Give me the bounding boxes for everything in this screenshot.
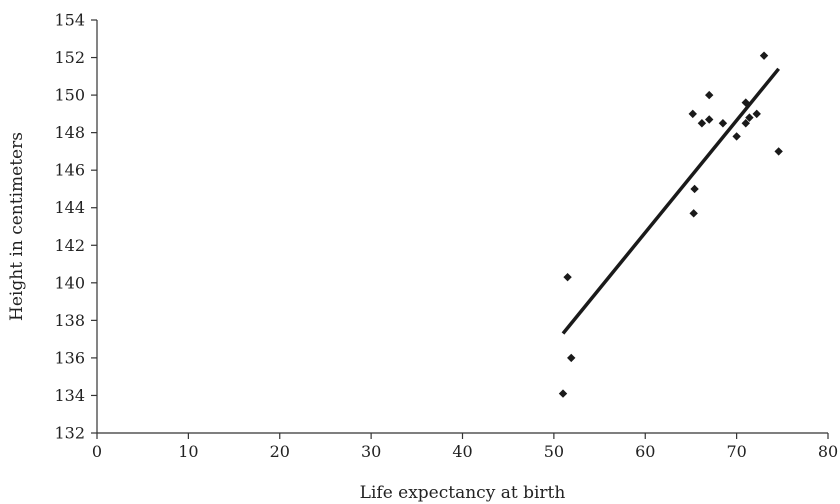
y-tick-label: 134 [54,386,85,405]
y-tick-label: 144 [54,198,85,217]
data-points [558,51,783,398]
y-tick-label: 132 [54,424,85,443]
y-tick-label: 136 [54,348,85,367]
data-point [705,90,714,100]
data-point [705,115,714,124]
x-axis: 0 10 20 30 40 50 60 70 80 [92,432,838,461]
data-point [718,119,728,128]
y-tick-label: 142 [54,236,85,255]
x-tick-label: 30 [361,442,381,461]
y-tick-label: 148 [54,123,85,142]
data-point [745,113,754,122]
data-point [563,272,572,282]
x-tick-label: 80 [818,442,838,461]
y-tick-label: 146 [54,161,85,180]
data-point [752,109,761,119]
x-tick-label: 10 [178,442,198,461]
x-tick-label: 50 [544,442,564,461]
data-point [732,132,741,141]
data-point [690,184,699,194]
x-tick-label: 70 [726,442,746,461]
trend-line [561,67,781,335]
y-tick-label: 138 [54,311,85,330]
y-tick-label: 150 [54,86,85,105]
x-tick-label: 0 [92,442,102,461]
y-axis-title: Height in centimeters [7,132,27,321]
y-tick-label: 140 [54,273,85,292]
x-axis-title: Life expectancy at birth [360,483,566,503]
x-tick-label: 40 [452,442,472,461]
data-point [774,147,783,156]
data-point [558,389,568,398]
data-point [759,51,769,60]
y-tick-label: 154 [54,11,85,30]
y-axis: 132 134 136 138 140 142 144 146 148 150 152 154 [54,11,98,443]
data-point [567,353,576,363]
data-point [688,109,697,119]
data-point [697,119,707,128]
x-tick-label: 20 [270,442,290,461]
data-point [689,209,698,218]
y-tick-label: 152 [54,48,85,67]
data-point [741,119,750,128]
data-point [741,98,750,107]
x-tick-label: 60 [635,442,655,461]
